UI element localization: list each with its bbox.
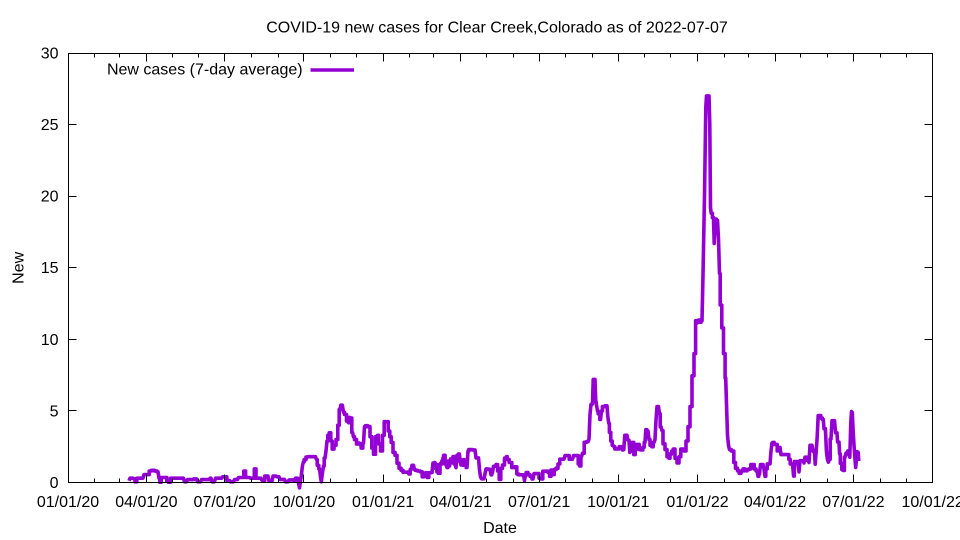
svg-text:01/01/21: 01/01/21 [352, 494, 414, 511]
svg-text:07/01/20: 07/01/20 [194, 494, 256, 511]
svg-text:10: 10 [41, 332, 59, 349]
svg-text:10/01/20: 10/01/20 [273, 494, 335, 511]
svg-text:04/01/21: 04/01/21 [430, 494, 492, 511]
svg-text:10/01/22: 10/01/22 [901, 494, 960, 511]
svg-text:0: 0 [50, 475, 59, 492]
svg-text:30: 30 [41, 46, 59, 63]
svg-text:5: 5 [50, 403, 59, 420]
svg-text:Date: Date [483, 520, 517, 537]
svg-text:New cases (7-day average): New cases (7-day average) [107, 62, 303, 79]
svg-text:04/01/20: 04/01/20 [115, 494, 177, 511]
svg-text:01/01/22: 01/01/22 [666, 494, 728, 511]
svg-text:15: 15 [41, 260, 59, 277]
svg-text:New: New [11, 251, 28, 283]
svg-text:04/01/22: 04/01/22 [744, 494, 806, 511]
svg-text:COVID-19 new cases for Clear C: COVID-19 new cases for Clear Creek,Color… [266, 20, 728, 37]
svg-text:20: 20 [41, 189, 59, 206]
svg-text:07/01/21: 07/01/21 [508, 494, 570, 511]
svg-text:07/01/22: 07/01/22 [822, 494, 884, 511]
svg-text:25: 25 [41, 117, 59, 134]
svg-text:10/01/21: 10/01/21 [587, 494, 649, 511]
svg-text:01/01/20: 01/01/20 [37, 494, 99, 511]
